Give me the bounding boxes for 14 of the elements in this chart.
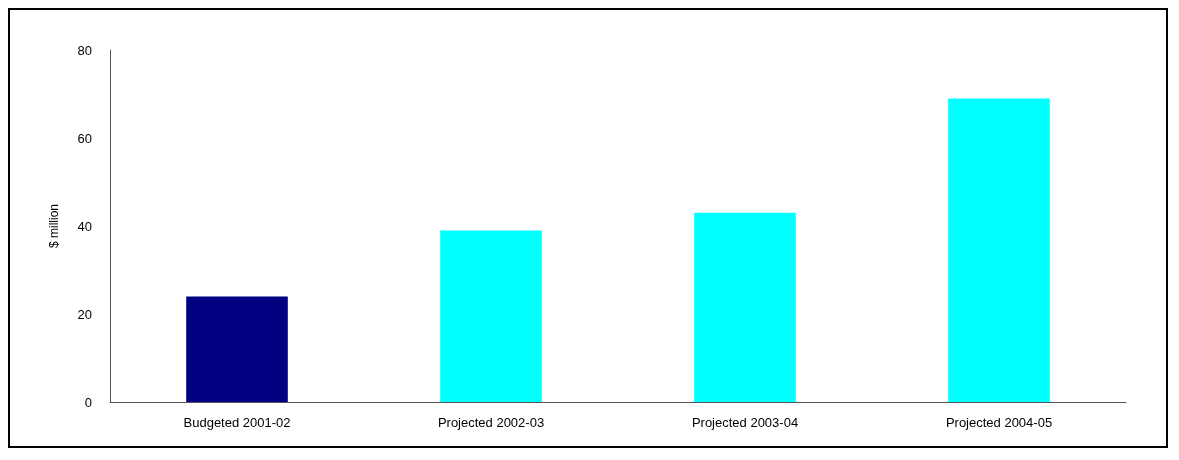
x-tick-label: Projected 2003-04 <box>691 415 799 430</box>
bar <box>186 296 288 402</box>
bar <box>948 98 1050 402</box>
y-tick-label: 80 <box>77 42 92 58</box>
x-tick-label: Projected 2004-05 <box>945 415 1053 430</box>
x-tick-label: Budgeted 2001-02 <box>183 415 291 430</box>
y-axis-title: $ million <box>47 203 61 249</box>
bar <box>694 212 796 402</box>
y-tick-label: 0 <box>84 394 92 410</box>
y-tick-label: 60 <box>77 130 92 146</box>
x-tick-label: Projected 2002-03 <box>437 415 545 430</box>
y-tick-label: 40 <box>77 218 92 234</box>
bar <box>440 230 542 402</box>
y-tick-label: 20 <box>77 306 92 322</box>
